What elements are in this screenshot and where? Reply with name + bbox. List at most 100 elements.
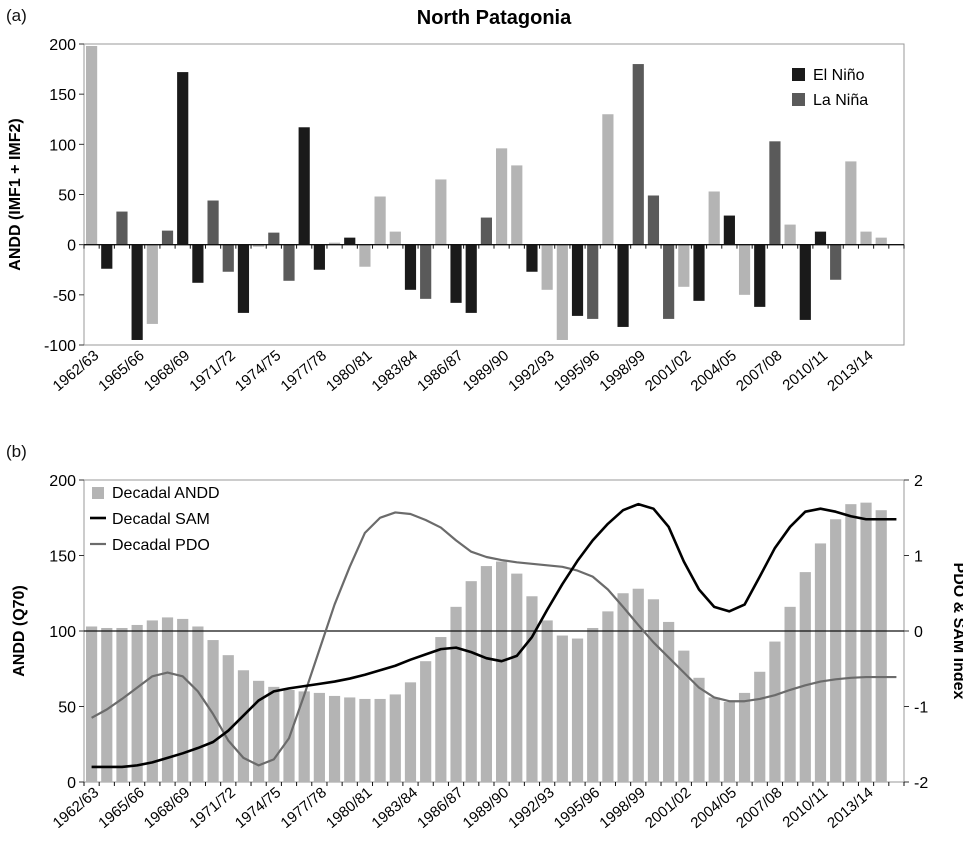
bar	[146, 244, 158, 324]
x-tick-label: 1983/84	[369, 784, 421, 832]
bar	[177, 618, 189, 782]
bar	[101, 627, 113, 782]
x-tick-label: 1992/93	[505, 347, 557, 395]
bar	[784, 224, 796, 245]
bar	[480, 566, 492, 782]
bar	[344, 237, 356, 245]
bar	[116, 627, 128, 782]
legend-label-decadal-pdo: Decadal PDO	[112, 537, 210, 554]
bar	[480, 217, 492, 245]
bar	[799, 572, 811, 782]
x-tick-label: 1965/66	[95, 784, 147, 832]
panel-a-label: (a)	[6, 6, 27, 25]
chart-b-decadal-andd: 0 50 100 150 200 -2 -1 0 1 2 ANDD (Q70) PDO & SAM I…	[11, 473, 963, 832]
bar	[496, 561, 508, 782]
x-tick-label: 1977/78	[277, 784, 329, 832]
bar	[374, 698, 386, 782]
bar	[617, 244, 629, 327]
bar	[344, 697, 356, 782]
bar	[435, 637, 447, 782]
bar	[587, 627, 599, 782]
y2-tick-label: 1	[914, 549, 923, 566]
legend-swatch-decadal-andd	[92, 487, 104, 499]
bar	[663, 244, 675, 319]
x-tick-label: 1974/75	[232, 784, 284, 832]
bar	[678, 244, 690, 287]
bar	[738, 244, 751, 295]
bar	[875, 237, 887, 245]
x-tick-label: 2013/14	[824, 347, 876, 395]
bar	[617, 593, 629, 782]
bar	[784, 606, 796, 782]
x-tick-label: 1995/96	[551, 784, 603, 832]
bar	[146, 620, 158, 782]
bar	[693, 244, 705, 301]
bar	[328, 242, 341, 245]
y-tick-label: 150	[49, 87, 76, 104]
x-tick-label: 1980/81	[323, 347, 375, 395]
bar	[830, 519, 842, 782]
x-tick-label: 1968/69	[141, 347, 193, 395]
bar	[207, 200, 219, 245]
bar	[298, 127, 310, 245]
bar	[420, 244, 432, 299]
bar	[404, 682, 417, 782]
bar	[374, 196, 386, 245]
x-tick-label: 1980/81	[323, 784, 375, 832]
bar	[754, 671, 766, 782]
bar	[511, 573, 523, 782]
bar	[465, 244, 477, 313]
bar	[875, 510, 887, 782]
x-tick-label: 2007/08	[733, 784, 785, 832]
x-tick-label: 2004/05	[687, 347, 739, 395]
legend-swatch-la-nina	[792, 93, 805, 106]
bar	[192, 244, 204, 283]
series-line-pdo	[91, 511, 897, 767]
bar	[450, 606, 462, 782]
bar	[632, 64, 644, 245]
bar	[602, 611, 614, 782]
bar	[253, 680, 265, 782]
bar	[723, 215, 735, 245]
x-tick-label: 1986/87	[414, 784, 466, 832]
bar	[556, 244, 568, 340]
bar	[738, 692, 751, 782]
bar	[571, 638, 584, 782]
legend-label-decadal-sam: Decadal SAM	[112, 511, 210, 528]
bar	[192, 626, 204, 782]
bar	[526, 596, 538, 782]
legend-label-el-nino: El Niño	[813, 67, 865, 84]
bar	[860, 502, 872, 782]
bar	[556, 635, 568, 782]
bar	[830, 244, 842, 280]
bar	[313, 692, 325, 782]
bar	[693, 677, 705, 782]
y-tick-label: 100	[49, 624, 76, 641]
x-tick-label: 2010/11	[779, 784, 831, 831]
bar	[161, 617, 174, 782]
x-tick-label: 1998/99	[596, 784, 648, 832]
x-tick-label: 1995/96	[551, 347, 603, 395]
bar	[860, 231, 872, 245]
y-tick-label: 200	[49, 473, 76, 490]
plot-frame	[83, 43, 905, 346]
bar	[328, 695, 341, 782]
bar	[298, 691, 310, 782]
bar	[845, 161, 857, 245]
bar	[541, 620, 553, 782]
series-line-sam	[91, 502, 897, 769]
bar	[450, 244, 462, 303]
y2-axis-label: PDO & SAM Index	[950, 563, 963, 700]
x-tick-label: 2001/02	[642, 347, 694, 395]
bar	[511, 165, 523, 245]
y-tick-label: 200	[49, 37, 76, 54]
x-tick-label: 1968/69	[141, 784, 193, 832]
bar	[769, 141, 781, 245]
x-tick-label: 1974/75	[232, 347, 284, 395]
bar	[708, 191, 720, 245]
bar	[723, 701, 735, 782]
bar	[101, 244, 113, 269]
bar	[237, 670, 250, 782]
bar	[754, 244, 766, 307]
x-tick-label: 2010/11	[779, 347, 831, 394]
